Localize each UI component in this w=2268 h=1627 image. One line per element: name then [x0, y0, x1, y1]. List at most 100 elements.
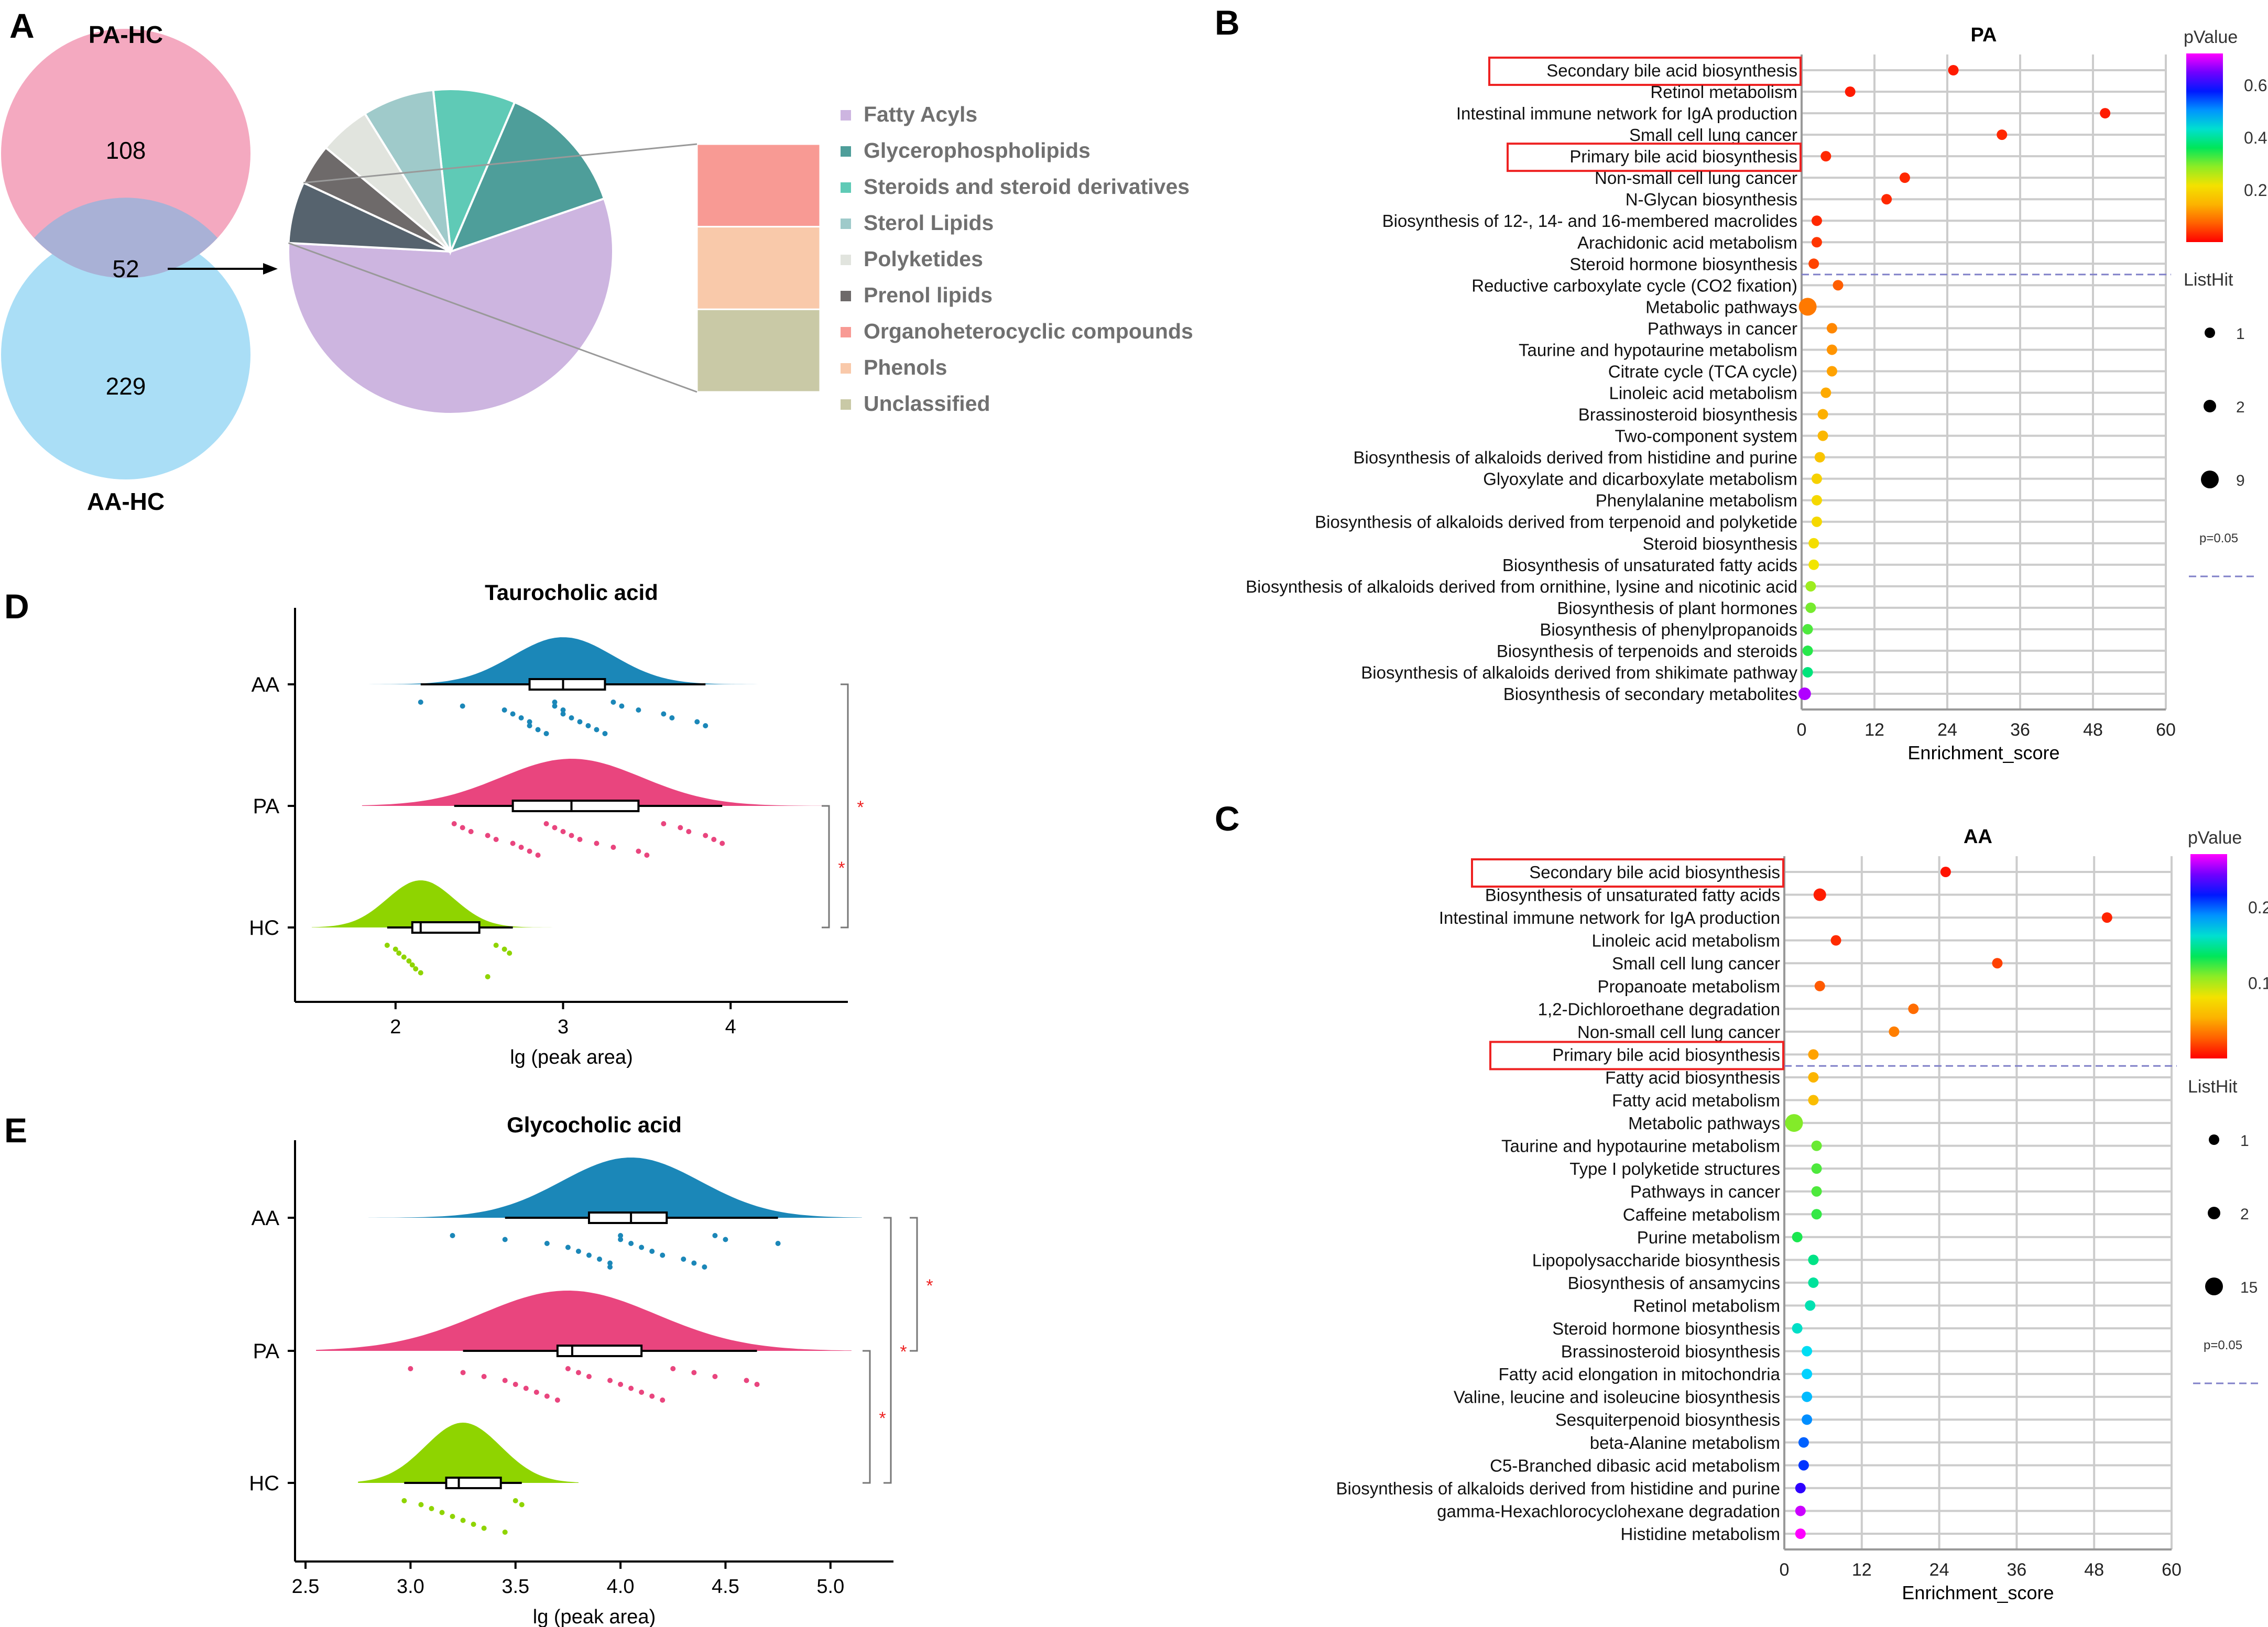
data-point-pa — [660, 1397, 666, 1403]
point-retinol-metabolism — [1845, 86, 1856, 97]
highlight-box-secondary-bile-acid-biosynthesis — [1488, 57, 1802, 86]
chart-title: Glycocholic acid — [507, 1112, 682, 1137]
point-secondary-bile-acid-biosynthesis — [1948, 65, 1959, 75]
box-pa — [511, 800, 640, 812]
chart-title: PA — [1971, 24, 1997, 46]
panel-letter-c: C — [1215, 799, 1240, 838]
point-biosynthesis-of-12-14-and-16-membered-macrolides — [1811, 215, 1822, 226]
data-point-aa — [619, 703, 625, 709]
data-point-pa — [554, 1397, 560, 1403]
venn-count-pa-only: 108 — [106, 137, 146, 164]
point-phenylalanine-metabolism — [1811, 495, 1822, 506]
data-point-pa — [552, 825, 558, 831]
pathway-label-metabolic-pathways: Metabolic pathways — [1645, 297, 1797, 316]
pathway-label-pathways-in-cancer: Pathways in cancer — [1648, 319, 1797, 338]
pathway-label-biosynthesis-of-12-14-and-16-membered-macrolides: Biosynthesis of 12-, 14- and 16-membered… — [1382, 211, 1797, 231]
legend-swatch-fatty-acyls — [841, 110, 851, 121]
legend-swatch-organoheterocyclic-compounds — [841, 327, 851, 337]
point-biosynthesis-of-unsaturated-fatty-acids — [1808, 559, 1819, 570]
legend-swatch-unclassified — [841, 399, 851, 410]
data-point-pa — [754, 1382, 760, 1387]
highlight-box-primary-bile-acid-biosynthesis — [1489, 1041, 1784, 1071]
data-point-pa — [744, 1378, 749, 1383]
data-point-hc — [485, 974, 490, 979]
data-point-pa — [691, 1370, 697, 1375]
data-point-pa — [510, 840, 516, 846]
x-tick-label: 3.0 — [397, 1576, 424, 1598]
legend-label-prenol-lipids: Prenol lipids — [864, 283, 993, 307]
data-point-pa — [569, 833, 574, 838]
point-caffeine-metabolism — [1811, 1209, 1822, 1220]
point-metabolic-pathways — [1798, 298, 1817, 316]
data-point-aa — [535, 727, 541, 733]
data-point-pa — [533, 1390, 539, 1395]
pathway-label-arachidonic-acid-metabolism: Arachidonic acid metabolism — [1577, 233, 1797, 252]
data-point-hc — [409, 962, 415, 968]
data-point-aa — [681, 1257, 686, 1262]
point-lipopolysaccharide-biosynthesis — [1808, 1254, 1819, 1265]
group-label-pa: PA — [253, 1340, 280, 1363]
point-small-cell-lung-cancer — [1997, 129, 2008, 140]
panel-letter-e: E — [4, 1111, 27, 1150]
data-point-aa — [577, 719, 583, 725]
highlight-box-primary-bile-acid-biosynthesis — [1507, 143, 1802, 172]
x-tick-label: 36 — [2010, 720, 2030, 740]
pathway-label-brassinosteroid-biosynthesis: Brassinosteroid biosynthesis — [1561, 1342, 1780, 1361]
significance-star: * — [900, 1342, 907, 1362]
group-label-hc: HC — [249, 1472, 279, 1495]
pvalue-tick-label: 0.6 — [2244, 76, 2267, 95]
point-intestinal-immune-network-for-iga-production — [2100, 108, 2111, 119]
data-point-pa — [644, 853, 650, 858]
data-point-pa — [575, 1370, 581, 1375]
data-point-aa — [502, 1237, 508, 1242]
pathway-label-phenylalanine-metabolism: Phenylalanine metabolism — [1596, 491, 1797, 510]
pvalue-tick-label: 0.2 — [2244, 181, 2267, 200]
pathway-label-glyoxylate-and-dicarboxylate-metabolism: Glyoxylate and dicarboxylate metabolism — [1483, 469, 1797, 489]
raincloud-glycocholic: 2.5 3.0 3.5 4.0 4.5 5.0 Glycocholic acid lg (pe… — [249, 1112, 933, 1627]
pathway-label-fatty-acid-biosynthesis: Fatty acid biosynthesis — [1605, 1068, 1780, 1087]
legend-label-polyketides: Polyketides — [864, 247, 983, 271]
data-point-pa — [607, 1378, 613, 1383]
box-aa — [587, 1211, 668, 1224]
x-axis-label: Enrichment_score — [1907, 742, 2059, 763]
point-steroid-hormone-biosynthesis — [1808, 258, 1819, 269]
legend-label-glycerophospholipids: Glycerophospholipids — [864, 138, 1091, 162]
pathway-label-secondary-bile-acid-biosynthesis: Secondary bile acid biosynthesis — [1546, 61, 1797, 80]
legend-swatch-sterol-lipids — [841, 219, 851, 229]
significance-star: * — [926, 1276, 933, 1296]
data-point-pa — [639, 1390, 645, 1395]
data-point-aa — [585, 723, 591, 728]
listhit-label-2: 2 — [2240, 1206, 2249, 1223]
data-point-aa — [639, 1244, 645, 1250]
point-metabolic-pathways — [1785, 1114, 1803, 1132]
x-axis-label: lg (peak area) — [510, 1046, 633, 1068]
data-point-hc — [519, 1502, 525, 1508]
point-histidine-metabolism — [1795, 1528, 1806, 1539]
data-point-aa — [418, 700, 423, 705]
pie-slice-sterol-lipids — [363, 89, 452, 253]
bar-segment-phenols — [696, 226, 821, 310]
data-point-pa — [493, 837, 499, 842]
pathway-label-steroid-biosynthesis: Steroid biosynthesis — [1643, 534, 1797, 553]
data-point-aa — [569, 715, 574, 720]
data-point-aa — [543, 731, 549, 736]
point-biosynthesis-of-alkaloids-derived-from-histidine-and-purine — [1814, 452, 1825, 463]
point-linoleic-acid-metabolism — [1820, 387, 1831, 398]
pathway-label-biosynthesis-of-alkaloids-derived-from-terpenoid-and-polyketide: Biosynthesis of alkaloids derived from t… — [1315, 512, 1797, 532]
listhit-label-1: 1 — [2236, 325, 2245, 343]
class-pie-chart — [287, 88, 821, 415]
pvalue-legend-title: pValue — [2184, 27, 2238, 47]
data-point-aa — [694, 719, 700, 725]
density-aa — [328, 637, 781, 684]
legend-label-fatty-acyls: Fatty Acyls — [864, 102, 977, 126]
point-biosynthesis-of-alkaloids-derived-from-ornithine-lysine-and-nicotinic-acid — [1805, 581, 1816, 592]
data-point-hc — [406, 958, 412, 964]
class-pie-legend: Fatty Acyls Glycerophospholipids Steroids … — [841, 102, 1193, 416]
data-point-aa — [560, 707, 566, 713]
pathway-label-reductive-carboxylate-cycle-co2-fixation: Reductive carboxylate cycle (CO2 fixatio… — [1471, 276, 1797, 295]
significance-bracket — [910, 1217, 918, 1352]
point-reductive-carboxylate-cycle-co2-fixation — [1833, 280, 1844, 291]
legend-label-phenols: Phenols — [864, 355, 947, 379]
